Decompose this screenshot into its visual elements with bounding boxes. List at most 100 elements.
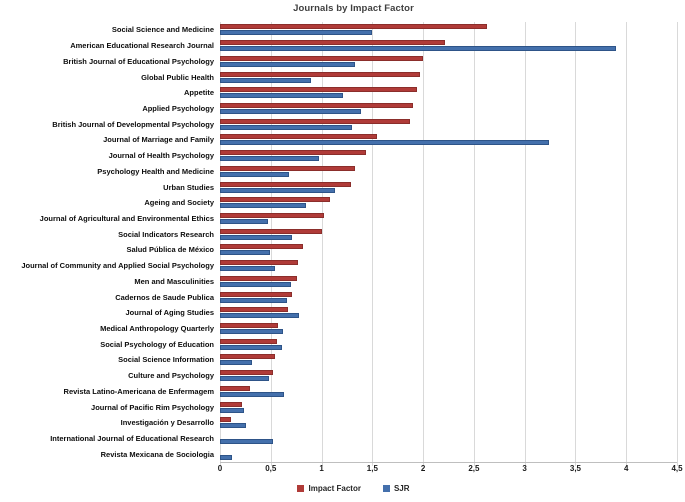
sjr-bar — [220, 329, 283, 335]
impact-factor-bar — [220, 87, 418, 93]
impact-factor-bar — [220, 354, 275, 360]
gridline — [372, 22, 374, 466]
category-label: Medical Anthropology Quarterly — [100, 324, 214, 334]
gridline — [220, 22, 221, 466]
gridline — [626, 22, 628, 466]
sjr-bar — [220, 234, 293, 240]
chart-row: Salud Pública de México — [0, 242, 677, 258]
sjr-bar — [220, 203, 307, 209]
impact-factor-bar — [220, 118, 410, 124]
chart-row: Revista Latino-Americana de Enfermagem — [0, 384, 677, 400]
impact-factor-bar — [220, 134, 378, 140]
sjr-bar — [220, 46, 617, 52]
bar-group — [220, 38, 677, 54]
bar-group — [220, 226, 677, 242]
category-label: Cadernos de Saude Publica — [115, 292, 214, 302]
chart-row: Social Indicators Research — [0, 226, 677, 242]
legend-label-impact-factor: Impact Factor — [308, 483, 361, 493]
impact-factor-bar — [220, 102, 413, 108]
category-label: Psychology Health and Medicine — [97, 166, 214, 176]
chart-row: Social Psychology of Education — [0, 336, 677, 352]
category-label: Social Science and Medicine — [111, 25, 214, 35]
category-label: Journal of Marriage and Family — [103, 135, 214, 145]
category-label: Men and Masculinities — [134, 276, 214, 286]
category-label: Journal of Pacific Rim Psychology — [91, 402, 214, 412]
chart-row: Journal of Community and Applied Social … — [0, 258, 677, 274]
x-tick-label: 4,5 — [671, 464, 683, 473]
impact-factor-bar — [220, 307, 289, 313]
category-label: Revista Mexicana de Sociologia — [100, 449, 214, 459]
sjr-bar — [220, 344, 282, 350]
category-label: Journal of Aging Studies — [125, 308, 214, 318]
chart-row: Journal of Agricultural and Environmenta… — [0, 211, 677, 227]
x-tick-label: 3,5 — [569, 464, 581, 473]
chart-row: Appetite — [0, 85, 677, 101]
chart-row: Social Science and Medicine — [0, 22, 677, 38]
bar-group — [220, 179, 677, 195]
sjr-bar — [220, 281, 292, 287]
category-label: Global Public Health — [141, 72, 214, 82]
x-tick-label: 4 — [623, 464, 629, 473]
impact-factor-bar — [220, 385, 251, 391]
sjr-bar — [220, 124, 353, 130]
chart-row: Journal of Aging Studies — [0, 305, 677, 321]
chart-row: Investigación y Desarrollo — [0, 415, 677, 431]
chart-rows: Social Science and Medicine American Educ… — [0, 22, 677, 462]
bar-group — [220, 242, 677, 258]
category-label: Journal of Community and Applied Social … — [21, 261, 214, 271]
sjr-swatch-icon — [382, 484, 390, 492]
bar-group — [220, 321, 677, 337]
impact-factor-bar — [220, 228, 322, 234]
chart-row: British Journal of Developmental Psychol… — [0, 116, 677, 132]
bar-group — [220, 22, 677, 38]
sjr-bar — [220, 297, 288, 303]
sjr-bar — [220, 156, 319, 162]
gridline — [270, 22, 272, 466]
bar-group — [220, 101, 677, 117]
impact-factor-bar — [220, 244, 304, 250]
gridline — [321, 22, 323, 466]
x-tick-label: 2,5 — [468, 464, 480, 473]
impact-factor-bar — [220, 323, 278, 329]
legend-label-sjr: SJR — [393, 483, 410, 493]
category-label: British Journal of Educational Psycholog… — [63, 56, 214, 66]
bar-group — [220, 446, 677, 462]
x-tick-label: 1 — [319, 464, 324, 473]
sjr-bar — [220, 218, 268, 224]
impact-factor-bar — [220, 150, 367, 156]
sjr-bar — [220, 360, 253, 366]
sjr-bar — [220, 93, 343, 99]
sjr-bar — [220, 439, 273, 445]
category-label: International Journal of Educational Res… — [50, 434, 214, 444]
legend-item-impact-factor: Impact Factor — [297, 483, 361, 493]
bar-group — [220, 211, 677, 227]
chart-row: British Journal of Educational Psycholog… — [0, 53, 677, 69]
impact-factor-bar — [220, 55, 424, 61]
chart-legend: Impact Factor SJR — [22, 481, 685, 495]
chart-row: International Journal of Educational Res… — [0, 431, 677, 447]
chart-row: Psychology Health and Medicine — [0, 163, 677, 179]
impact-factor-bar — [220, 165, 356, 171]
chart-row: Men and Masculinities — [0, 274, 677, 290]
sjr-bar — [220, 376, 269, 382]
chart-row: Culture and Psychology — [0, 368, 677, 384]
bar-group — [220, 415, 677, 431]
bar-group — [220, 289, 677, 305]
impact-factor-bar — [220, 212, 324, 218]
bar-group — [220, 274, 677, 290]
sjr-bar — [220, 391, 284, 397]
category-label: Journal of Agricultural and Environmenta… — [39, 213, 214, 223]
sjr-bar — [220, 423, 247, 429]
chart-title: Journals by Impact Factor — [293, 3, 414, 14]
chart-row: Social Science Information — [0, 352, 677, 368]
chart-row: Journal of Health Psychology — [0, 148, 677, 164]
x-axis-line — [220, 462, 677, 463]
category-label: Culture and Psychology — [128, 371, 214, 381]
bar-group — [220, 431, 677, 447]
bar-group — [220, 85, 677, 101]
category-label: Applied Psychology — [142, 103, 214, 113]
bar-group — [220, 305, 677, 321]
sjr-bar — [220, 30, 373, 36]
chart-row: Revista Mexicana de Sociologia — [0, 446, 677, 462]
